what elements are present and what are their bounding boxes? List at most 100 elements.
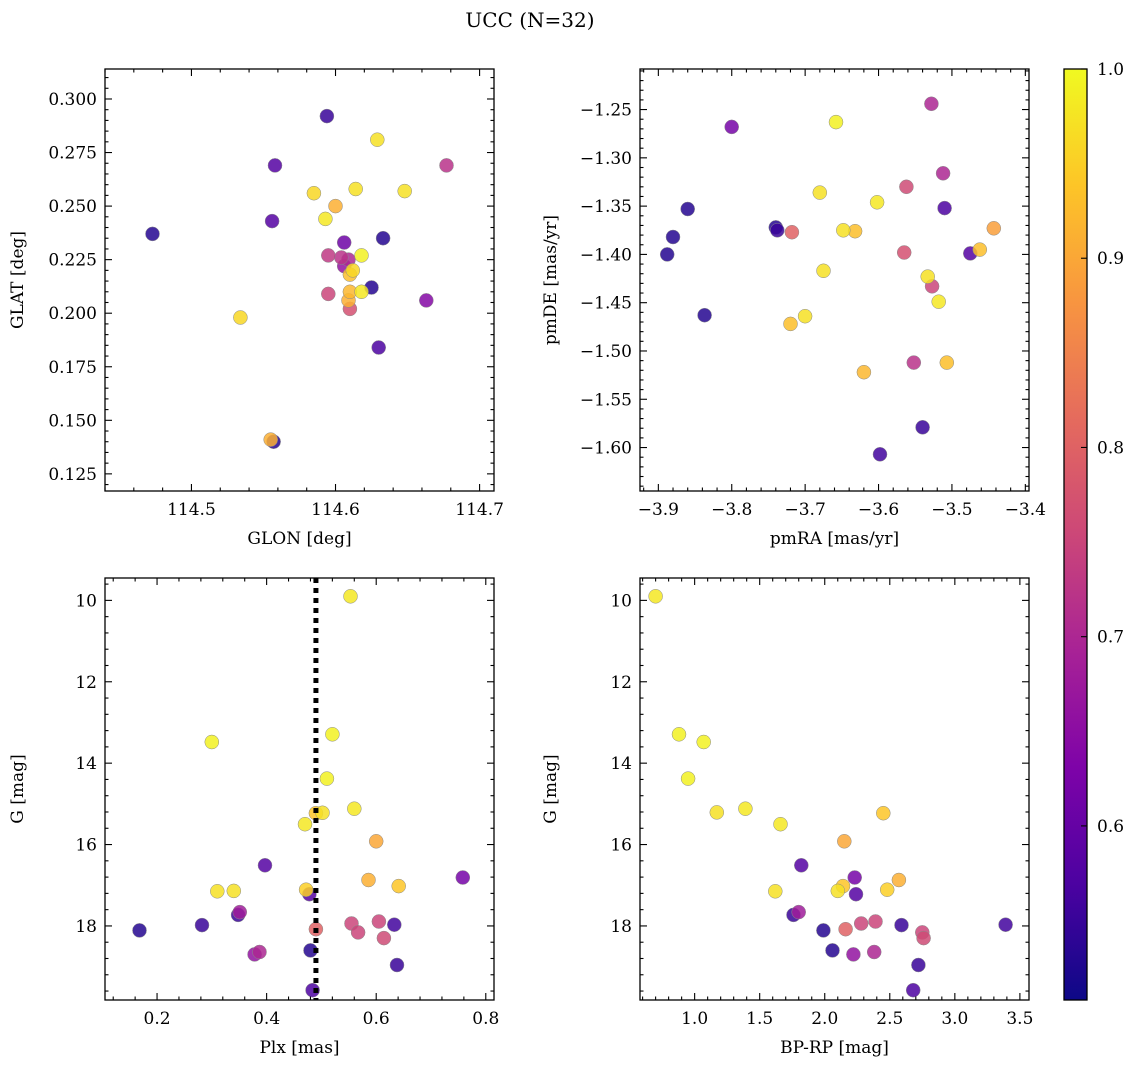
y-tick-label: −1.30 (580, 149, 632, 169)
colorbar-frame (1063, 68, 1088, 1001)
axes-frame (104, 68, 495, 492)
x-axis-label: Plx [mas] (259, 1038, 339, 1058)
data-point (194, 917, 210, 933)
data-point (321, 286, 336, 302)
data-point (267, 158, 283, 173)
y-tick-label: −1.60 (580, 439, 632, 459)
data-point (905, 982, 921, 998)
x-tick-label: 2.0 (811, 1009, 838, 1029)
data-point (896, 245, 912, 260)
data-point (797, 308, 813, 324)
data-point (334, 250, 349, 265)
data-point (347, 801, 362, 816)
panel-4: 1.0 1.5 2.0 2.5 3.0 3.5 10 12 14 16 18 BP-RP [mag] G… (541, 577, 1033, 1058)
data-point (439, 158, 454, 173)
data-point (816, 923, 831, 938)
x-tick-label: −3.5 (931, 500, 972, 520)
data-point (145, 226, 160, 242)
panel-1: 114.5 114.6 114.7 0.125 0.150 0.175 0.200 0.225… (8, 68, 504, 549)
x-tick-label: −3.4 (1005, 500, 1046, 520)
data-point (298, 882, 314, 897)
data-point (204, 734, 220, 750)
points (145, 108, 454, 449)
colorbar-tick-label: 1.0 (1097, 60, 1124, 80)
data-point (257, 858, 273, 873)
data-point (671, 727, 687, 742)
y-tick-label: 0.125 (48, 465, 97, 485)
y-tick-label: −1.45 (580, 294, 632, 314)
y-tick-label: 12 (610, 673, 632, 693)
x-tick-label: −3.9 (638, 500, 679, 520)
data-point (305, 982, 320, 998)
data-point (665, 229, 681, 245)
y-tick-label: 10 (610, 591, 632, 611)
y-tick-label: 0.175 (48, 358, 97, 378)
data-point (318, 211, 333, 227)
data-point (773, 816, 788, 832)
x-tick-label: 1.5 (746, 1009, 773, 1029)
x-tick-label: −3.7 (785, 500, 826, 520)
data-point (783, 316, 798, 332)
data-point (336, 235, 352, 250)
data-point (680, 771, 696, 786)
y-tick-label: 0.300 (48, 90, 97, 110)
x-tick-label: 0.6 (363, 1009, 390, 1029)
data-point (375, 230, 391, 246)
data-point (768, 884, 783, 899)
x-axis-label: pmRA [mas/yr] (770, 529, 899, 549)
y-tick-label: 0.275 (48, 144, 97, 164)
data-point (879, 882, 895, 897)
axes-frame (639, 68, 1030, 492)
y-axis-label: pmDE [mas/yr] (541, 215, 561, 345)
data-point (972, 242, 988, 257)
scatter-panels: 114.5 114.6 114.7 0.125 0.150 0.175 0.200 0.225… (8, 68, 1046, 1058)
data-point (784, 224, 800, 240)
data-point (319, 771, 335, 786)
data-point (233, 310, 248, 325)
data-point (846, 947, 861, 962)
points (132, 589, 471, 998)
data-point (939, 355, 955, 370)
y-axis-label: GLAT [deg] (8, 231, 28, 329)
y-tick-label: 10 (75, 591, 97, 611)
y-tick-label: 18 (610, 917, 632, 937)
data-point (876, 805, 891, 821)
y-axis-label: G [mag] (8, 754, 28, 823)
data-point (387, 917, 402, 932)
colorbar-tick-label: 0.8 (1097, 438, 1124, 458)
data-point (916, 930, 931, 946)
y-tick-label: −1.40 (580, 245, 632, 265)
data-point (132, 923, 147, 938)
data-point (794, 858, 809, 873)
y-tick-label: 14 (75, 754, 97, 774)
x-tick-label: 114.5 (167, 500, 216, 520)
data-point (350, 925, 366, 940)
data-point (343, 589, 358, 604)
x-tick-label: 1.0 (681, 1009, 708, 1029)
y-tick-label: 16 (610, 836, 632, 856)
y-tick-label: 0.200 (48, 304, 97, 324)
data-point (328, 198, 343, 214)
data-point (321, 248, 336, 263)
data-point (738, 801, 753, 816)
data-point (371, 340, 386, 355)
data-point (825, 943, 840, 958)
y-tick-label: −1.55 (580, 390, 632, 410)
data-point (920, 269, 935, 284)
colorbar-tick-label: 0.9 (1097, 249, 1124, 269)
x-tick-label: 0.8 (472, 1009, 499, 1029)
y-tick-label: 18 (75, 917, 97, 937)
data-point (252, 944, 267, 960)
data-point (868, 914, 883, 929)
data-point (828, 114, 844, 130)
x-tick-label: 0.4 (253, 1009, 280, 1029)
axes-frame (104, 577, 495, 1001)
ticks (105, 578, 494, 1000)
data-point (986, 221, 1002, 236)
data-point (376, 930, 392, 946)
data-point (856, 364, 872, 380)
data-point (848, 886, 864, 902)
data-point (830, 883, 846, 899)
panel-2: −3.9 −3.8 −3.7 −3.6 −3.5 −3.4 −1.60 −1.55 −1.50 −… (541, 68, 1046, 549)
x-tick-label: 114.6 (311, 500, 360, 520)
